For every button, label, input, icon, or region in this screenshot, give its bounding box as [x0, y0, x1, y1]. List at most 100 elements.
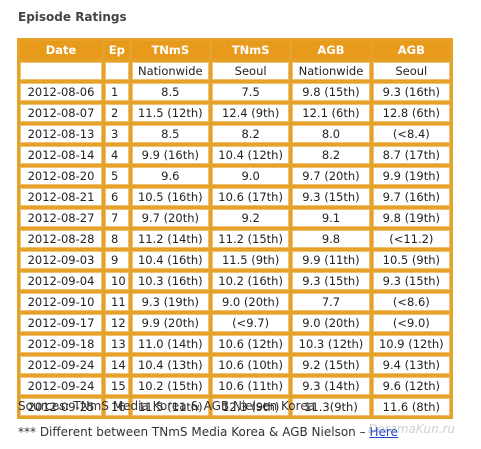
rating-cell: (<8.6) [372, 293, 450, 311]
data-row: 2012-08-07 2 11.5 (12th) 12.4 (9th) 12.1 (6t… [20, 104, 450, 122]
rating-cell: 10.9 (12th) [372, 335, 450, 353]
empty-cell [20, 62, 102, 80]
date-cell: 2012-08-21 [20, 188, 102, 206]
rating-cell: 10.6 (10th) [211, 356, 290, 374]
subheader-cell: Seoul [372, 62, 450, 80]
rating-cell: 10.5 (16th) [131, 188, 209, 206]
rating-cell: 9.3 (15th) [292, 188, 370, 206]
rating-cell: 9.3 (15th) [372, 272, 450, 290]
date-cell: 2012-08-13 [20, 125, 102, 143]
ep-cell: 6 [105, 188, 129, 206]
rating-cell: 9.6 (12th) [372, 377, 450, 395]
date-cell: 2012-09-10 [20, 293, 102, 311]
rating-cell: 12.4 (9th) [211, 104, 290, 122]
data-row: 2012-09-18 13 11.0 (14th) 10.6 (12th) 10.3 (… [20, 335, 450, 353]
data-row: 2012-09-03 9 10.4 (16th) 11.5 (9th) 9.9 (11t… [20, 251, 450, 269]
ep-cell: 7 [105, 209, 129, 227]
header-cell: Ep [105, 41, 129, 59]
ep-cell: 14 [105, 356, 129, 374]
date-cell: 2012-08-20 [20, 167, 102, 185]
rating-cell: 9.4 (13th) [372, 356, 450, 374]
date-cell: 2012-08-06 [20, 83, 102, 101]
rating-cell: 9.3 (14th) [292, 377, 370, 395]
rating-cell: 11.0 (14th) [131, 335, 209, 353]
rating-cell: 10.3 (16th) [131, 272, 209, 290]
ep-cell: 10 [105, 272, 129, 290]
rating-cell: 11.2 (14th) [131, 230, 209, 248]
ratings-table: Date Ep TNmS TNmS AGB AGB Nationwide Seoul Natio… [17, 38, 453, 419]
watermark: DoramaKun.ru [368, 422, 456, 436]
rating-cell: 11.6 (8th) [372, 398, 450, 416]
rating-cell: (<8.4) [372, 125, 450, 143]
ep-cell: 15 [105, 377, 129, 395]
date-cell: 2012-09-24 [20, 356, 102, 374]
here-link[interactable]: Here [369, 425, 398, 439]
rating-cell: 9.0 (20th) [292, 314, 370, 332]
rating-cell: 11.5 (12th) [131, 104, 209, 122]
rating-cell: 9.7 (16th) [372, 188, 450, 206]
rating-cell: (<11.2) [372, 230, 450, 248]
ep-cell: 12 [105, 314, 129, 332]
rating-cell: 9.9 (11th) [292, 251, 370, 269]
data-row: 2012-08-20 5 9.6 9.0 9.7 (20th) 9.9 (19th) [20, 167, 450, 185]
date-cell: 2012-09-17 [20, 314, 102, 332]
ep-cell: 3 [105, 125, 129, 143]
header-cell: AGB [372, 41, 450, 59]
date-cell: 2012-09-03 [20, 251, 102, 269]
data-row: 2012-08-06 1 8.5 7.5 9.8 (15th) 9.3 (16th) [20, 83, 450, 101]
date-cell: 2012-08-28 [20, 230, 102, 248]
difference-note: *** Different between TNmS Media Korea &… [18, 425, 398, 439]
ep-cell: 4 [105, 146, 129, 164]
rating-cell: 10.3 (12th) [292, 335, 370, 353]
rating-cell: 8.5 [131, 125, 209, 143]
ep-cell: 1 [105, 83, 129, 101]
ep-cell: 16 [105, 398, 129, 416]
data-row: 2012-09-17 12 9.9 (20th) (<9.7) 9.0 (20th) (<… [20, 314, 450, 332]
rating-cell: 8.2 [292, 146, 370, 164]
subheader-cell: Nationwide [131, 62, 209, 80]
subheader-cell: Nationwide [292, 62, 370, 80]
rating-cell: 10.4 (13th) [131, 356, 209, 374]
rating-cell: 9.7 (20th) [292, 167, 370, 185]
data-row: 2012-08-27 7 9.7 (20th) 9.2 9.1 9.8 (19th) [20, 209, 450, 227]
rating-cell: 9.0 [211, 167, 290, 185]
data-row: 2012-09-04 10 10.3 (16th) 10.2 (16th) 9.3 (1… [20, 272, 450, 290]
subheader-cell: Seoul [211, 62, 290, 80]
rating-cell: 12.3 (9th) [211, 398, 290, 416]
rating-cell: 9.2 [211, 209, 290, 227]
rating-cell: (<9.7) [211, 314, 290, 332]
rating-cell: 9.8 (15th) [292, 83, 370, 101]
rating-cell: 9.8 [292, 230, 370, 248]
rating-cell: 9.9 (19th) [372, 167, 450, 185]
sources-note: Sources: TNmS Media Korea & AGB Nielsen … [18, 399, 316, 413]
ep-cell: 2 [105, 104, 129, 122]
rating-cell: 8.0 [292, 125, 370, 143]
rating-cell: 9.8 (19th) [372, 209, 450, 227]
date-cell: 2012-09-25 [20, 398, 102, 416]
rating-cell: 11.5 (9th) [211, 251, 290, 269]
rating-cell: 12.1 (6th) [292, 104, 370, 122]
rating-cell: 9.7 (20th) [131, 209, 209, 227]
rating-cell: 9.6 [131, 167, 209, 185]
date-cell: 2012-08-14 [20, 146, 102, 164]
rating-cell: 10.6 (17th) [211, 188, 290, 206]
rating-cell: 9.9 (20th) [131, 314, 209, 332]
ep-cell: 11 [105, 293, 129, 311]
data-row: 2012-08-14 4 9.9 (16th) 10.4 (12th) 8.2 8.7 (… [20, 146, 450, 164]
header-row: Date Ep TNmS TNmS AGB AGB [20, 41, 450, 59]
header-cell: TNmS [131, 41, 209, 59]
data-row: 2012-09-24 14 10.4 (13th) 10.6 (10th) 9.2 (1… [20, 356, 450, 374]
data-row: 2012-08-21 6 10.5 (16th) 10.6 (17th) 9.3 (15… [20, 188, 450, 206]
ep-cell: 5 [105, 167, 129, 185]
rating-cell: 7.7 [292, 293, 370, 311]
rating-cell: 7.5 [211, 83, 290, 101]
rating-cell: 8.7 (17th) [372, 146, 450, 164]
rating-cell: 11.5 (11th) [131, 398, 209, 416]
rating-cell: 11.3(9th) [292, 398, 370, 416]
data-row: 2012-08-13 3 8.5 8.2 8.0 (<8.4) [20, 125, 450, 143]
difference-text: *** Different between TNmS Media Korea &… [18, 425, 366, 439]
date-cell: 2012-09-24 [20, 377, 102, 395]
rating-cell: 9.9 (16th) [131, 146, 209, 164]
rating-cell: 12.8 (6th) [372, 104, 450, 122]
